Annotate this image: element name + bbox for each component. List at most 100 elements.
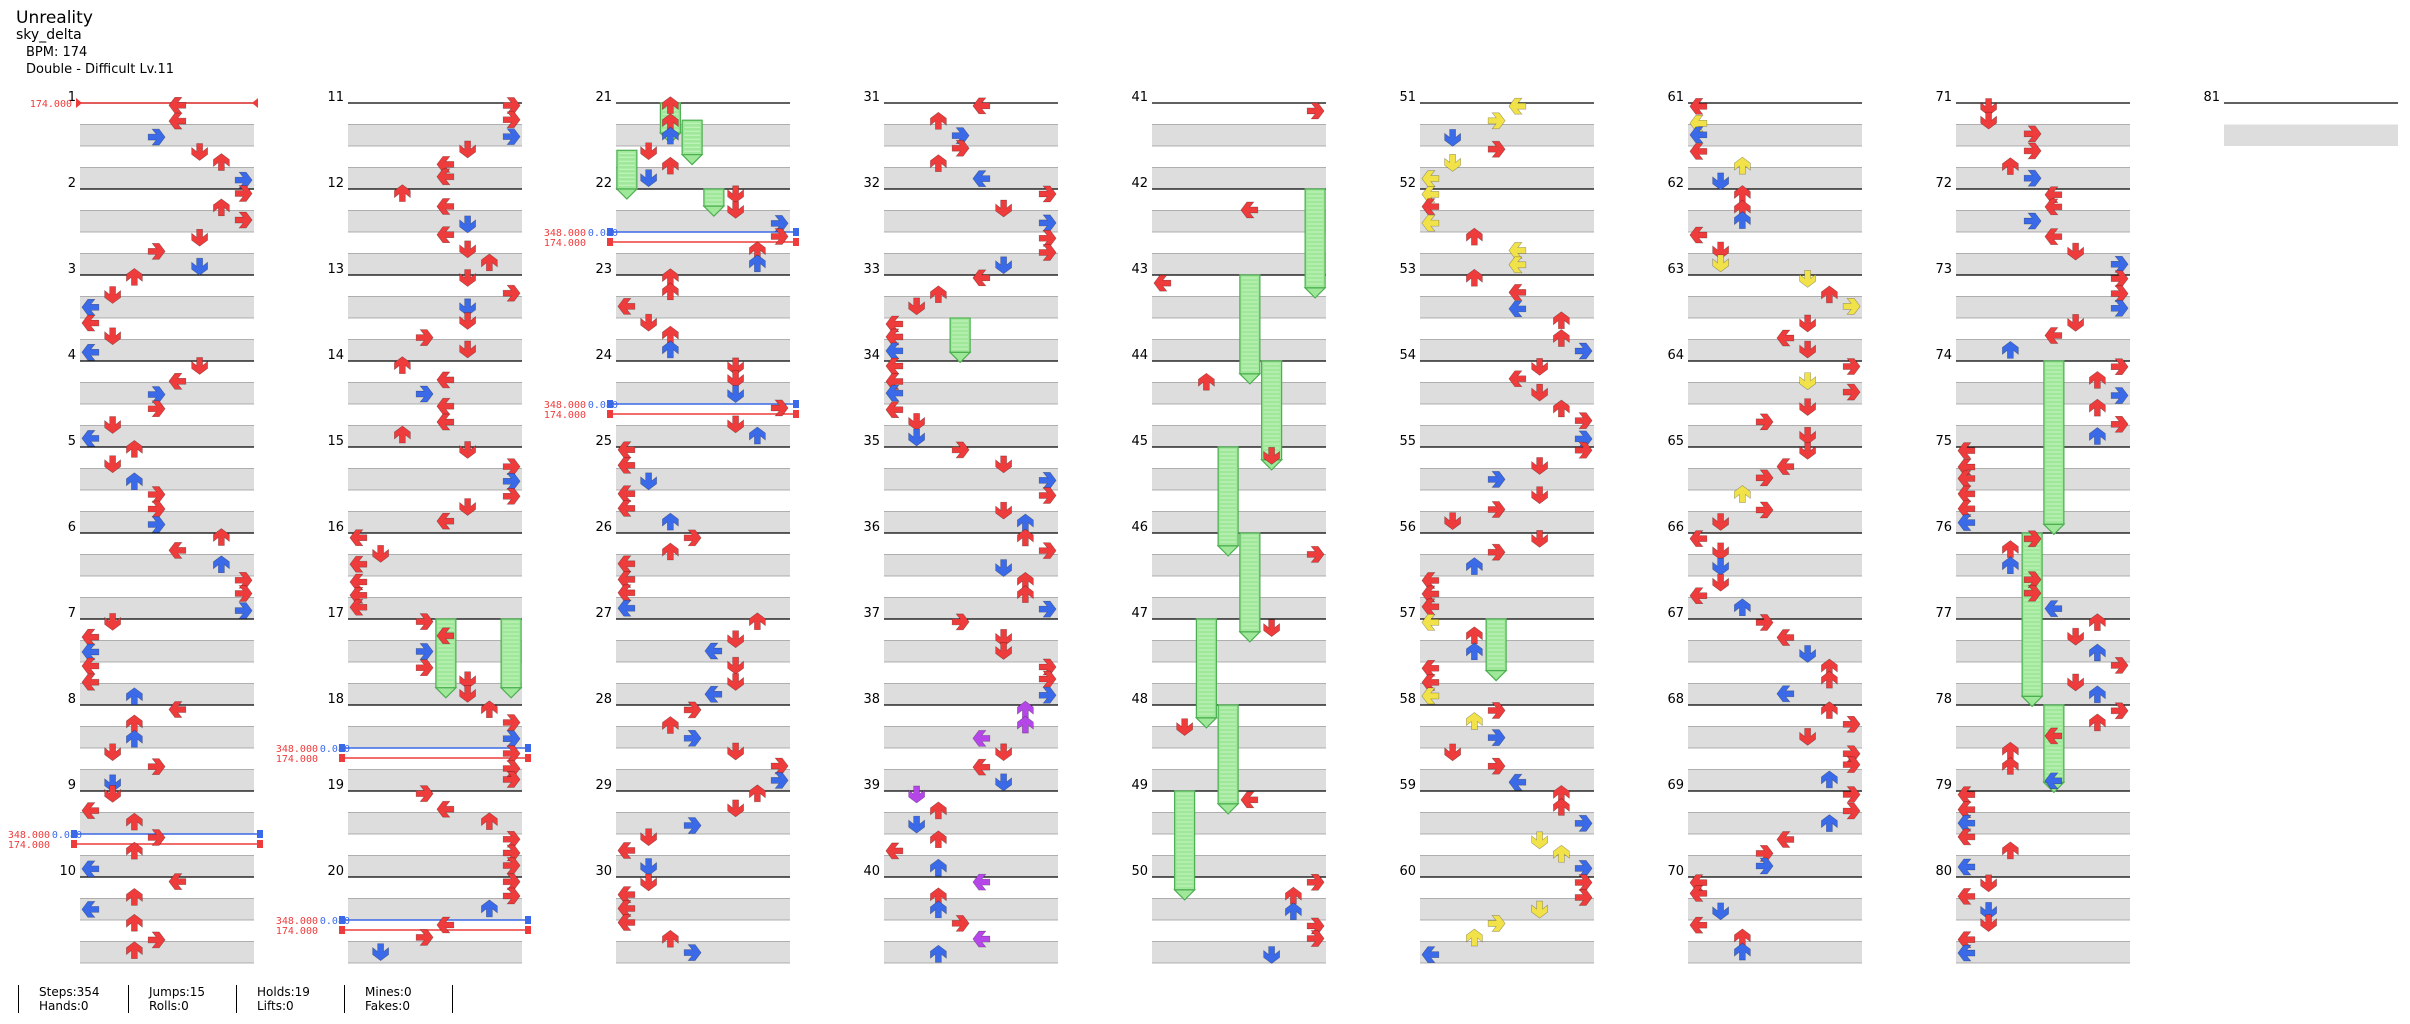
arrow-up-icon xyxy=(1821,770,1838,789)
measure-74: 74 xyxy=(1935,348,2130,447)
arrow-down-icon xyxy=(191,357,208,375)
beat-stripe xyxy=(1420,425,1594,447)
arrow-right-icon xyxy=(1574,860,1593,877)
arrow-left-icon xyxy=(617,298,636,315)
arrow-left-icon xyxy=(1240,201,1259,219)
arrow-left-icon xyxy=(436,156,455,173)
arrow-left-icon xyxy=(436,627,455,645)
measure-number: 10 xyxy=(59,864,76,879)
arrow-right-icon xyxy=(683,729,702,747)
arrow-down-icon xyxy=(459,240,476,259)
measure-11: 11 xyxy=(327,90,522,189)
arrow-up-icon xyxy=(930,887,947,906)
arrow-up-icon xyxy=(1553,399,1570,418)
beat-stripe xyxy=(884,554,1058,576)
measure-69: 69 xyxy=(1667,778,1862,877)
arrow-up-icon xyxy=(1553,797,1570,816)
arrow-up-icon xyxy=(662,156,679,175)
arrow-down-icon xyxy=(191,257,208,276)
beat-stripe xyxy=(884,253,1058,275)
measure-68: 68 xyxy=(1667,692,1862,791)
arrow-up-icon xyxy=(1466,268,1483,287)
hold-tail xyxy=(2020,695,2044,708)
measure-20: 20 xyxy=(327,864,522,963)
arrow-right-icon xyxy=(1487,112,1506,130)
arrow-right-icon xyxy=(1755,469,1774,487)
arrow-right-icon xyxy=(502,128,521,145)
arrow-left-icon xyxy=(1957,858,1976,876)
arrow-left-icon xyxy=(349,529,368,546)
arrow-left-icon xyxy=(2044,327,2063,344)
arrow-right-icon xyxy=(1038,244,1057,261)
arrow-up-icon xyxy=(662,929,679,948)
measure-number: 28 xyxy=(595,692,612,707)
arrow-left-icon xyxy=(1508,284,1527,301)
beat-stripe xyxy=(616,769,790,791)
beat-stripe xyxy=(1152,425,1326,447)
arrow-down-icon xyxy=(640,858,657,876)
arrow-right-icon xyxy=(2110,255,2129,273)
arrow-up-icon xyxy=(1017,571,1034,590)
measure-number: 78 xyxy=(1935,692,1952,707)
arrow-up-icon xyxy=(2089,427,2106,445)
measure-4: 4 xyxy=(68,348,254,447)
arrow-up-icon xyxy=(1821,670,1838,689)
measure-number: 51 xyxy=(1399,90,1416,105)
arrow-down-icon xyxy=(191,228,208,247)
measure-number: 23 xyxy=(595,262,612,277)
beat-stripe xyxy=(884,683,1058,705)
arrow-up-icon xyxy=(930,900,947,919)
measure-number: 20 xyxy=(327,864,344,879)
measure-number: 45 xyxy=(1131,434,1148,449)
arrow-left-icon xyxy=(617,900,636,917)
hold-tail xyxy=(1484,670,1508,682)
arrow-left-icon xyxy=(2044,228,2063,245)
arrow-left-icon xyxy=(617,555,636,573)
beat-stripe xyxy=(616,812,790,834)
measure-number: 39 xyxy=(863,778,880,793)
arrow-right-icon xyxy=(415,785,434,802)
arrow-up-icon xyxy=(1466,928,1483,947)
arrow-left-icon xyxy=(1421,186,1440,203)
bpm-tick xyxy=(525,744,531,752)
arrow-up-icon xyxy=(662,282,679,301)
arrow-right-icon xyxy=(2110,415,2129,433)
arrow-down-icon xyxy=(1712,513,1729,531)
beat-stripe xyxy=(1420,210,1594,232)
arrow-down-icon xyxy=(104,613,121,631)
measure-9: 9 xyxy=(68,778,254,877)
arrow-down-icon xyxy=(908,413,925,431)
arrow-up-icon xyxy=(1734,156,1751,175)
beat-stripe xyxy=(1420,124,1594,146)
arrow-right-icon xyxy=(1038,600,1057,618)
arrow-right-icon xyxy=(2110,702,2129,720)
hold-tail xyxy=(1238,373,1262,385)
hold-note xyxy=(499,618,523,699)
arrow-right-icon xyxy=(1842,383,1861,401)
arrow-down-icon xyxy=(1444,512,1461,531)
arrow-right-icon xyxy=(2023,584,2042,602)
measure-51: 51 xyxy=(1399,90,1594,189)
arrow-left-icon xyxy=(1689,916,1708,934)
arrow-down-icon xyxy=(908,297,925,316)
arrow-down-icon xyxy=(459,441,476,459)
arrow-up-icon xyxy=(213,153,230,171)
arrow-up-icon xyxy=(126,941,143,959)
arrow-down-icon xyxy=(1980,914,1997,933)
arrow-left-icon xyxy=(617,886,636,903)
arrow-up-icon xyxy=(2002,741,2019,760)
arrow-up-icon xyxy=(1821,814,1838,832)
arrow-up-icon xyxy=(930,801,947,820)
stat-lifts: Lifts:0 xyxy=(257,999,294,1013)
beat-stripe xyxy=(1956,425,2130,447)
measure-6: 6 xyxy=(68,520,254,619)
arrow-left-icon xyxy=(1153,274,1172,292)
measure-number: 68 xyxy=(1667,692,1684,707)
arrow-up-icon xyxy=(749,254,766,273)
beat-stripe xyxy=(616,296,790,318)
arrow-down-icon xyxy=(2067,314,2084,332)
measure-number: 9 xyxy=(68,778,76,793)
measure-27: 27 xyxy=(595,606,790,705)
arrow-up-icon xyxy=(126,913,143,932)
